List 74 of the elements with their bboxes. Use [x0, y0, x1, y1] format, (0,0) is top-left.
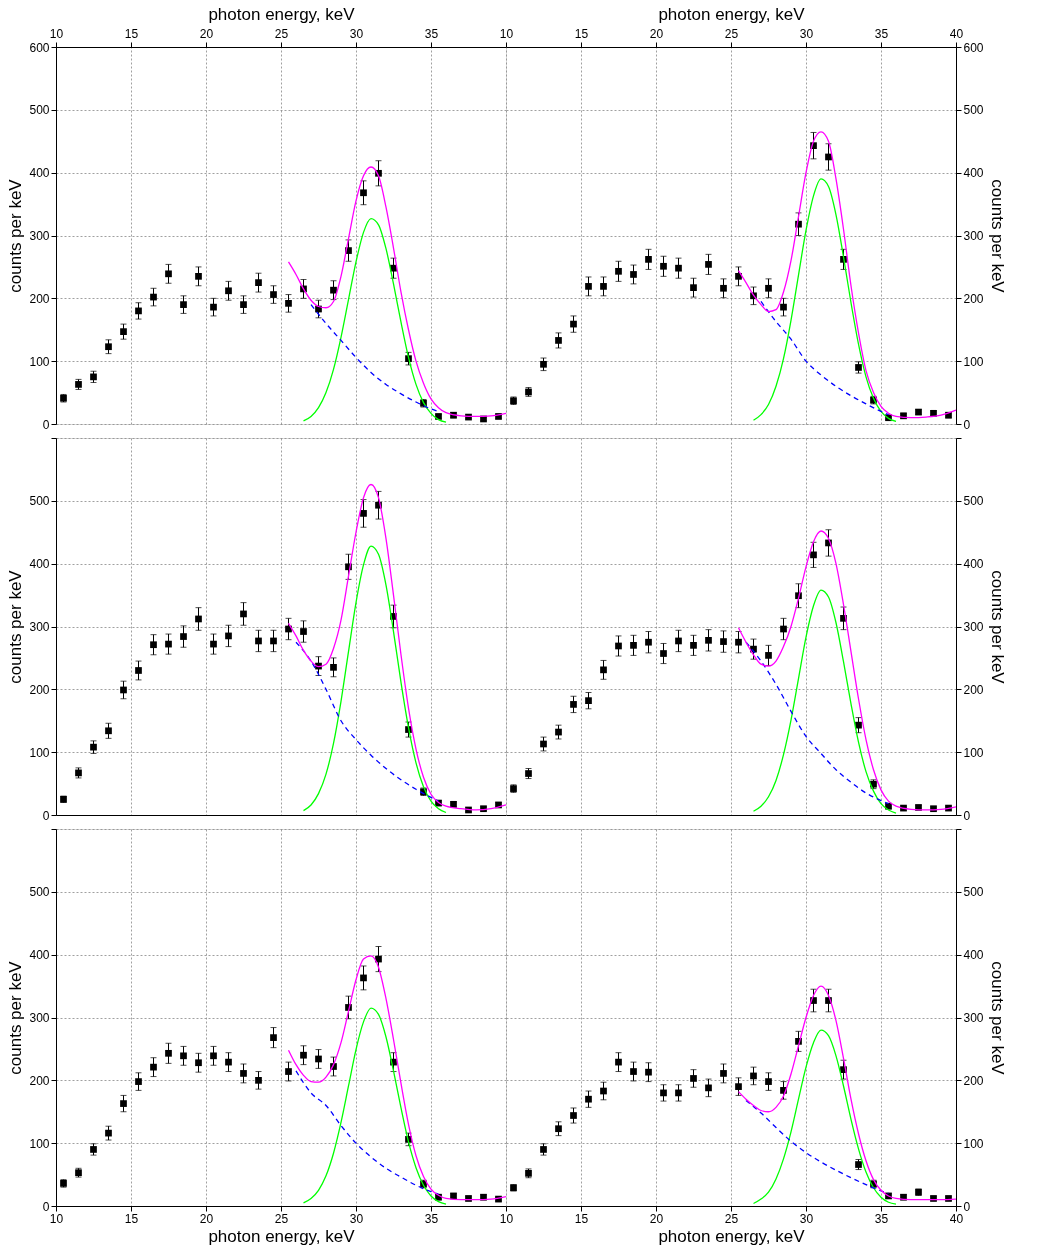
y2-tick-label: 400: [963, 557, 984, 572]
x-tick-label: 35: [874, 1211, 889, 1226]
x-tick-label: 20: [199, 26, 214, 41]
y2-tick-label: 200: [963, 291, 984, 306]
y-tick-label: 500: [29, 885, 50, 900]
y-tick-label: 200: [29, 682, 50, 697]
x-tick-label: 25: [274, 1211, 289, 1226]
y-axis-title: counts per keV: [6, 178, 26, 293]
x-tick-label: 30: [349, 26, 364, 41]
x-tick-label: 15: [124, 26, 139, 41]
y2-tick-label: 200: [963, 1073, 984, 1088]
x-tick-label: 20: [649, 26, 664, 41]
y-tick-label: 400: [29, 166, 50, 181]
y-tick-label: 0: [42, 808, 50, 823]
y2-tick-label: 500: [963, 885, 984, 900]
x-axis-title: photon energy, keV: [208, 4, 356, 24]
x-tick-label: 20: [649, 1211, 664, 1226]
x-tick-label: 10: [49, 1211, 64, 1226]
x-tick-label: 20: [199, 1211, 214, 1226]
y2-tick-label: 100: [963, 1136, 984, 1151]
y2-tick-label: 0: [963, 1199, 971, 1214]
x-tick-label: 10: [49, 26, 64, 41]
x-tick-label: 15: [574, 1211, 589, 1226]
y-tick-label: 500: [29, 494, 50, 509]
y2-tick-label: 300: [963, 1011, 984, 1025]
y-tick-label: 200: [29, 1073, 50, 1088]
y2-tick-label: 500: [963, 494, 984, 509]
y2-tick-label: 0: [963, 808, 971, 823]
x-tick-label: 35: [424, 1211, 439, 1226]
y2-axis-title: counts per keV: [987, 570, 1007, 685]
y2-axis-title: counts per keV: [987, 179, 1007, 294]
x-axis-title: photon energy, keV: [208, 1226, 356, 1246]
y-tick-label: 300: [29, 1011, 50, 1025]
y-tick-label: 300: [29, 229, 50, 243]
y2-tick-label: 600: [963, 40, 984, 55]
y-tick-label: 0: [42, 1199, 50, 1214]
y2-tick-label: 100: [963, 745, 984, 760]
y2-tick-label: 400: [963, 948, 984, 963]
y-tick-label: 500: [29, 103, 50, 118]
y-tick-label: 400: [29, 557, 50, 572]
x-tick-label: 35: [424, 26, 439, 41]
y2-tick-label: 200: [963, 682, 984, 697]
x-tick-label: 25: [724, 26, 739, 41]
x-tick-label: 30: [799, 26, 814, 41]
x-tick-label: 10: [499, 1211, 514, 1226]
y-axis-title: counts per keV: [6, 569, 26, 684]
x-tick-label: 30: [349, 1211, 364, 1226]
x-tick-label: 35: [874, 26, 889, 41]
y2-tick-label: 300: [963, 229, 984, 243]
y2-tick-label: 100: [963, 354, 984, 369]
y-tick-label: 300: [29, 620, 50, 634]
x-tick-label: 10: [499, 26, 514, 41]
y-tick-label: 100: [29, 354, 50, 369]
y-tick-label: 100: [29, 1136, 50, 1151]
y-tick-label: 400: [29, 948, 50, 963]
x-axis-title: photon energy, keV: [658, 1226, 806, 1246]
y2-tick-label: 400: [963, 166, 984, 181]
y-tick-label: 200: [29, 291, 50, 306]
x-tick-label: 15: [124, 1211, 139, 1226]
y-tick-label: 600: [29, 40, 50, 55]
x-tick-label: 30: [799, 1211, 814, 1226]
y2-tick-label: 0: [963, 417, 971, 432]
y-tick-label: 0: [42, 417, 50, 432]
y2-tick-label: 300: [963, 620, 984, 634]
x-tick-label: 15: [574, 26, 589, 41]
y-tick-label: 100: [29, 745, 50, 760]
x-axis-title: photon energy, keV: [658, 4, 806, 24]
y-axis-title: counts per keV: [6, 960, 26, 1075]
y2-tick-label: 500: [963, 103, 984, 118]
x-tick-label: 25: [274, 26, 289, 41]
x-tick-label: 40: [949, 26, 964, 41]
y2-axis-title: counts per keV: [987, 961, 1007, 1076]
x-tick-label: 25: [724, 1211, 739, 1226]
x-tick-label: 40: [949, 1211, 964, 1226]
